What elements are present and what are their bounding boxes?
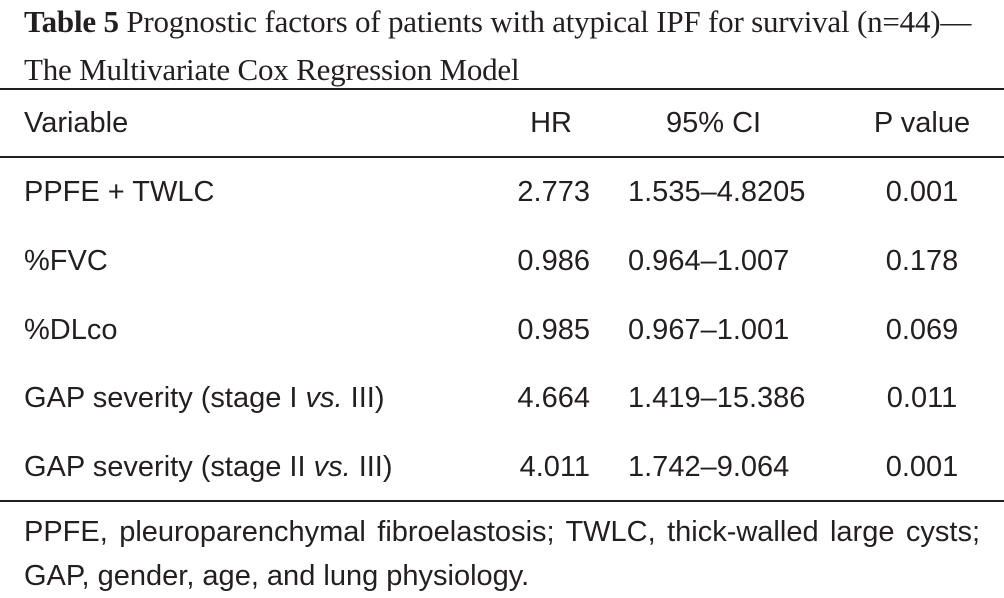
table-row: PPFE + TWLC 2.773 1.535–4.8205 0.001 (0, 174, 1004, 214)
table-footnote: PPFE, pleuroparenchymal fibroelastosis; … (24, 516, 980, 592)
p-value-cell: 0.001 (885, 176, 959, 208)
ci-cell: 0.967–1.001 (628, 314, 790, 346)
table-top-rule (0, 88, 1004, 90)
hr-cell: 4.664 (517, 382, 590, 414)
table-header-row: Variable HR 95% CI P value (0, 105, 1004, 145)
hr-cell: 2.773 (517, 176, 590, 208)
header-hr: HR (530, 107, 572, 139)
table-row: %DLco 0.985 0.967–1.001 0.069 (0, 312, 1004, 352)
table-row: GAP severity (stage II vs. III) 4.011 1.… (0, 449, 1004, 489)
header-ci: 95% CI (666, 107, 762, 139)
table-label: Table 5 (24, 4, 119, 39)
table-row: %FVC 0.986 0.964–1.007 0.178 (0, 243, 1004, 283)
variable-cell: GAP severity (stage II vs. III) (24, 451, 393, 483)
ci-cell: 1.535–4.8205 (628, 176, 806, 208)
ci-cell: 1.742–9.064 (628, 451, 790, 483)
table-row: GAP severity (stage I vs. III) 4.664 1.4… (0, 380, 1004, 420)
table-title: Prognostic factors of patients with atyp… (24, 4, 972, 87)
table-bottom-rule (0, 500, 1004, 502)
table-header-rule (0, 156, 1004, 158)
variable-cell: PPFE + TWLC (24, 176, 215, 208)
p-value-cell: 0.069 (885, 314, 959, 346)
header-p-value: P value (873, 107, 971, 139)
ci-cell: 1.419–15.386 (628, 382, 806, 414)
hr-cell: 4.011 (519, 451, 590, 483)
p-value-cell: 0.178 (885, 245, 959, 277)
variable-cell: %DLco (24, 314, 118, 346)
variable-cell: %FVC (24, 245, 108, 277)
p-value-cell: 0.001 (885, 451, 959, 483)
p-value-cell: 0.011 (886, 382, 958, 414)
variable-cell: GAP severity (stage I vs. III) (24, 382, 385, 414)
hr-cell: 0.985 (517, 314, 590, 346)
header-variable: Variable (24, 107, 129, 139)
ci-cell: 0.964–1.007 (628, 245, 790, 277)
table-caption: Table 5 Prognostic factors of patients w… (24, 0, 999, 94)
hr-cell: 0.986 (517, 245, 590, 277)
